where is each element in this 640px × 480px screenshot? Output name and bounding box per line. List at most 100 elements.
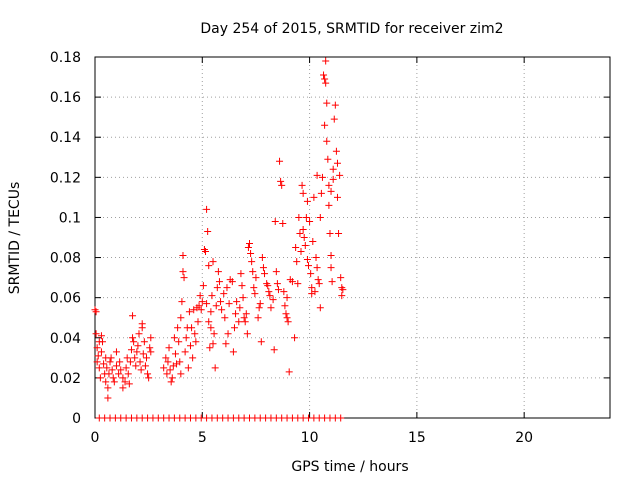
data-point (272, 268, 280, 276)
data-point (119, 374, 127, 382)
data-point (174, 324, 182, 332)
data-point (197, 306, 205, 314)
data-point (325, 181, 333, 189)
data-point (250, 284, 258, 292)
data-point (102, 378, 110, 386)
data-point (199, 282, 207, 290)
data-point (112, 362, 120, 370)
data-point (124, 370, 132, 378)
data-point (125, 380, 133, 388)
data-point (105, 370, 113, 378)
data-point (243, 330, 251, 338)
y-tick-label: 0.1 (59, 210, 81, 226)
data-point (322, 79, 330, 87)
x-axis-label: GPS time / hours (291, 459, 408, 475)
data-point (296, 229, 304, 237)
data-point (129, 334, 137, 342)
data-point (225, 300, 233, 308)
data-point (311, 288, 319, 296)
data-point (273, 280, 281, 288)
data-point (123, 354, 131, 362)
grid-layer (95, 57, 610, 418)
data-point (221, 314, 229, 322)
data-point (167, 378, 175, 386)
data-point (116, 358, 124, 366)
data-point (244, 244, 252, 252)
data-point (218, 306, 226, 314)
data-point (93, 358, 101, 366)
data-point (333, 193, 341, 201)
data-point (223, 284, 231, 292)
data-point (220, 290, 228, 298)
data-point (143, 354, 150, 362)
data-point (326, 229, 334, 237)
y-tick-label: 0.04 (50, 331, 81, 347)
data-point (297, 248, 305, 256)
data-point (338, 292, 346, 300)
data-point (176, 358, 184, 366)
data-point (121, 378, 129, 386)
data-point (265, 288, 273, 296)
data-point (285, 368, 293, 376)
x-tick-label: 5 (198, 430, 207, 446)
data-point (96, 374, 104, 382)
data-point (270, 346, 278, 354)
data-point (191, 330, 199, 338)
data-point (208, 292, 216, 300)
data-point (301, 242, 309, 250)
data-point (162, 354, 170, 362)
data-point (195, 302, 203, 310)
data-point (306, 217, 314, 225)
data-point (203, 205, 211, 213)
data-point (267, 304, 275, 312)
data-point (184, 364, 192, 372)
tick-label-layer: 0 0.02 0.04 0.06 0.08 0.1 0.12 0.14 0.16 0.18 0 5 10… (50, 50, 533, 446)
data-point (235, 318, 243, 326)
data-point (302, 213, 310, 221)
data-point (117, 366, 125, 374)
data-point (256, 300, 264, 308)
data-point (238, 282, 246, 290)
data-point (328, 278, 336, 286)
data-point (205, 318, 213, 326)
data-point (314, 276, 322, 284)
data-point (109, 374, 117, 382)
data-point (136, 358, 144, 366)
data-point (298, 181, 306, 189)
data-point (131, 354, 139, 362)
data-point (196, 292, 204, 300)
data-point (280, 288, 288, 296)
data-point (209, 258, 217, 266)
data-point (321, 121, 329, 129)
data-point (308, 284, 316, 292)
data-point (138, 320, 146, 328)
data-point (316, 213, 324, 221)
data-point (134, 342, 142, 350)
x-tick-label: 0 (91, 430, 100, 446)
data-point (130, 338, 138, 346)
data-point (126, 358, 134, 366)
data-point (166, 366, 174, 374)
data-point (182, 334, 190, 342)
data-point (100, 360, 108, 368)
data-point (210, 330, 218, 338)
data-point (266, 292, 274, 300)
data-point (335, 229, 343, 237)
y-axis-label: SRMTID / TECUs (7, 182, 23, 295)
data-point (330, 115, 338, 123)
data-point (175, 338, 183, 346)
data-point (303, 197, 311, 205)
data-point (307, 270, 315, 278)
data-point (214, 268, 222, 276)
data-point (313, 171, 321, 179)
data-point (133, 348, 141, 356)
data-point (257, 338, 265, 346)
data-point (292, 244, 300, 252)
data-point (135, 330, 143, 338)
data-point-layer (91, 57, 347, 422)
data-point (317, 189, 325, 197)
data-point (139, 350, 147, 358)
data-point (144, 370, 152, 378)
data-point (299, 189, 307, 197)
data-point (282, 310, 290, 318)
